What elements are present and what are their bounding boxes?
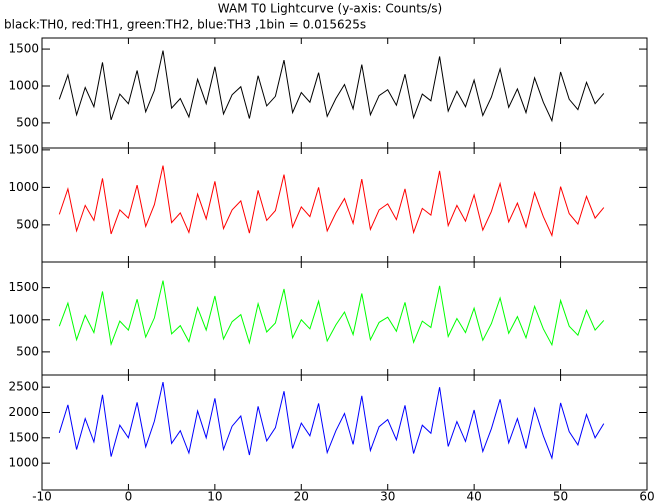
panel-frame <box>41 261 648 376</box>
x-tick-label: 50 <box>553 490 568 504</box>
y-tick-label: 1500 <box>8 430 39 444</box>
chart-title: WAM T0 Lightcurve (y-axis: Counts/s) <box>218 2 442 16</box>
y-tick-label: 500 <box>16 217 39 231</box>
lightcurve <box>58 50 605 123</box>
x-tick-label: -10 <box>32 490 52 504</box>
x-tick-label: 10 <box>207 490 222 504</box>
y-tick-label: 2000 <box>8 405 39 419</box>
y-tick-label: 1000 <box>8 180 39 194</box>
y-tick-label: 500 <box>16 344 39 358</box>
y-tick-label: 1500 <box>8 142 39 156</box>
lightcurve <box>58 165 605 238</box>
x-tick-label: 30 <box>380 490 395 504</box>
x-tick-label: 20 <box>294 490 309 504</box>
y-tick-label: 2500 <box>8 380 39 394</box>
y-tick-label: 1000 <box>8 78 39 92</box>
x-tick-label: 60 <box>639 490 654 504</box>
y-tick-label: 1500 <box>8 280 39 294</box>
panel-frame <box>41 374 648 491</box>
panel-frame <box>41 147 648 263</box>
panel-frame <box>41 37 648 149</box>
y-tick-label: 1000 <box>8 456 39 470</box>
lightcurve <box>58 381 605 461</box>
chart-subtitle: black:TH0, red:TH1, green:TH2, blue:TH3 … <box>4 18 366 32</box>
x-tick-label: 40 <box>467 490 482 504</box>
y-tick-label: 1500 <box>8 42 39 56</box>
y-tick-label: 500 <box>16 115 39 129</box>
x-tick-label: 0 <box>125 490 133 504</box>
y-tick-label: 1000 <box>8 312 39 326</box>
lightcurve <box>58 280 605 347</box>
